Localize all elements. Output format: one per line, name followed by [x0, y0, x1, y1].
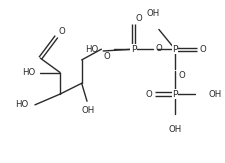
Text: HO: HO [16, 100, 29, 109]
Text: O: O [146, 90, 153, 99]
Text: HO: HO [22, 68, 36, 77]
Text: HO: HO [86, 45, 99, 54]
Text: OH: OH [147, 9, 160, 18]
Text: OH: OH [81, 106, 94, 115]
Text: O: O [103, 52, 110, 61]
Text: P: P [172, 90, 178, 99]
Text: O: O [179, 71, 185, 80]
Text: P: P [131, 45, 137, 54]
Text: P: P [172, 45, 178, 54]
Text: O: O [59, 27, 65, 36]
Text: OH: OH [168, 126, 182, 134]
Text: O: O [199, 45, 206, 54]
Text: OH: OH [208, 90, 221, 99]
Text: O: O [136, 15, 143, 23]
Text: O: O [155, 44, 162, 53]
